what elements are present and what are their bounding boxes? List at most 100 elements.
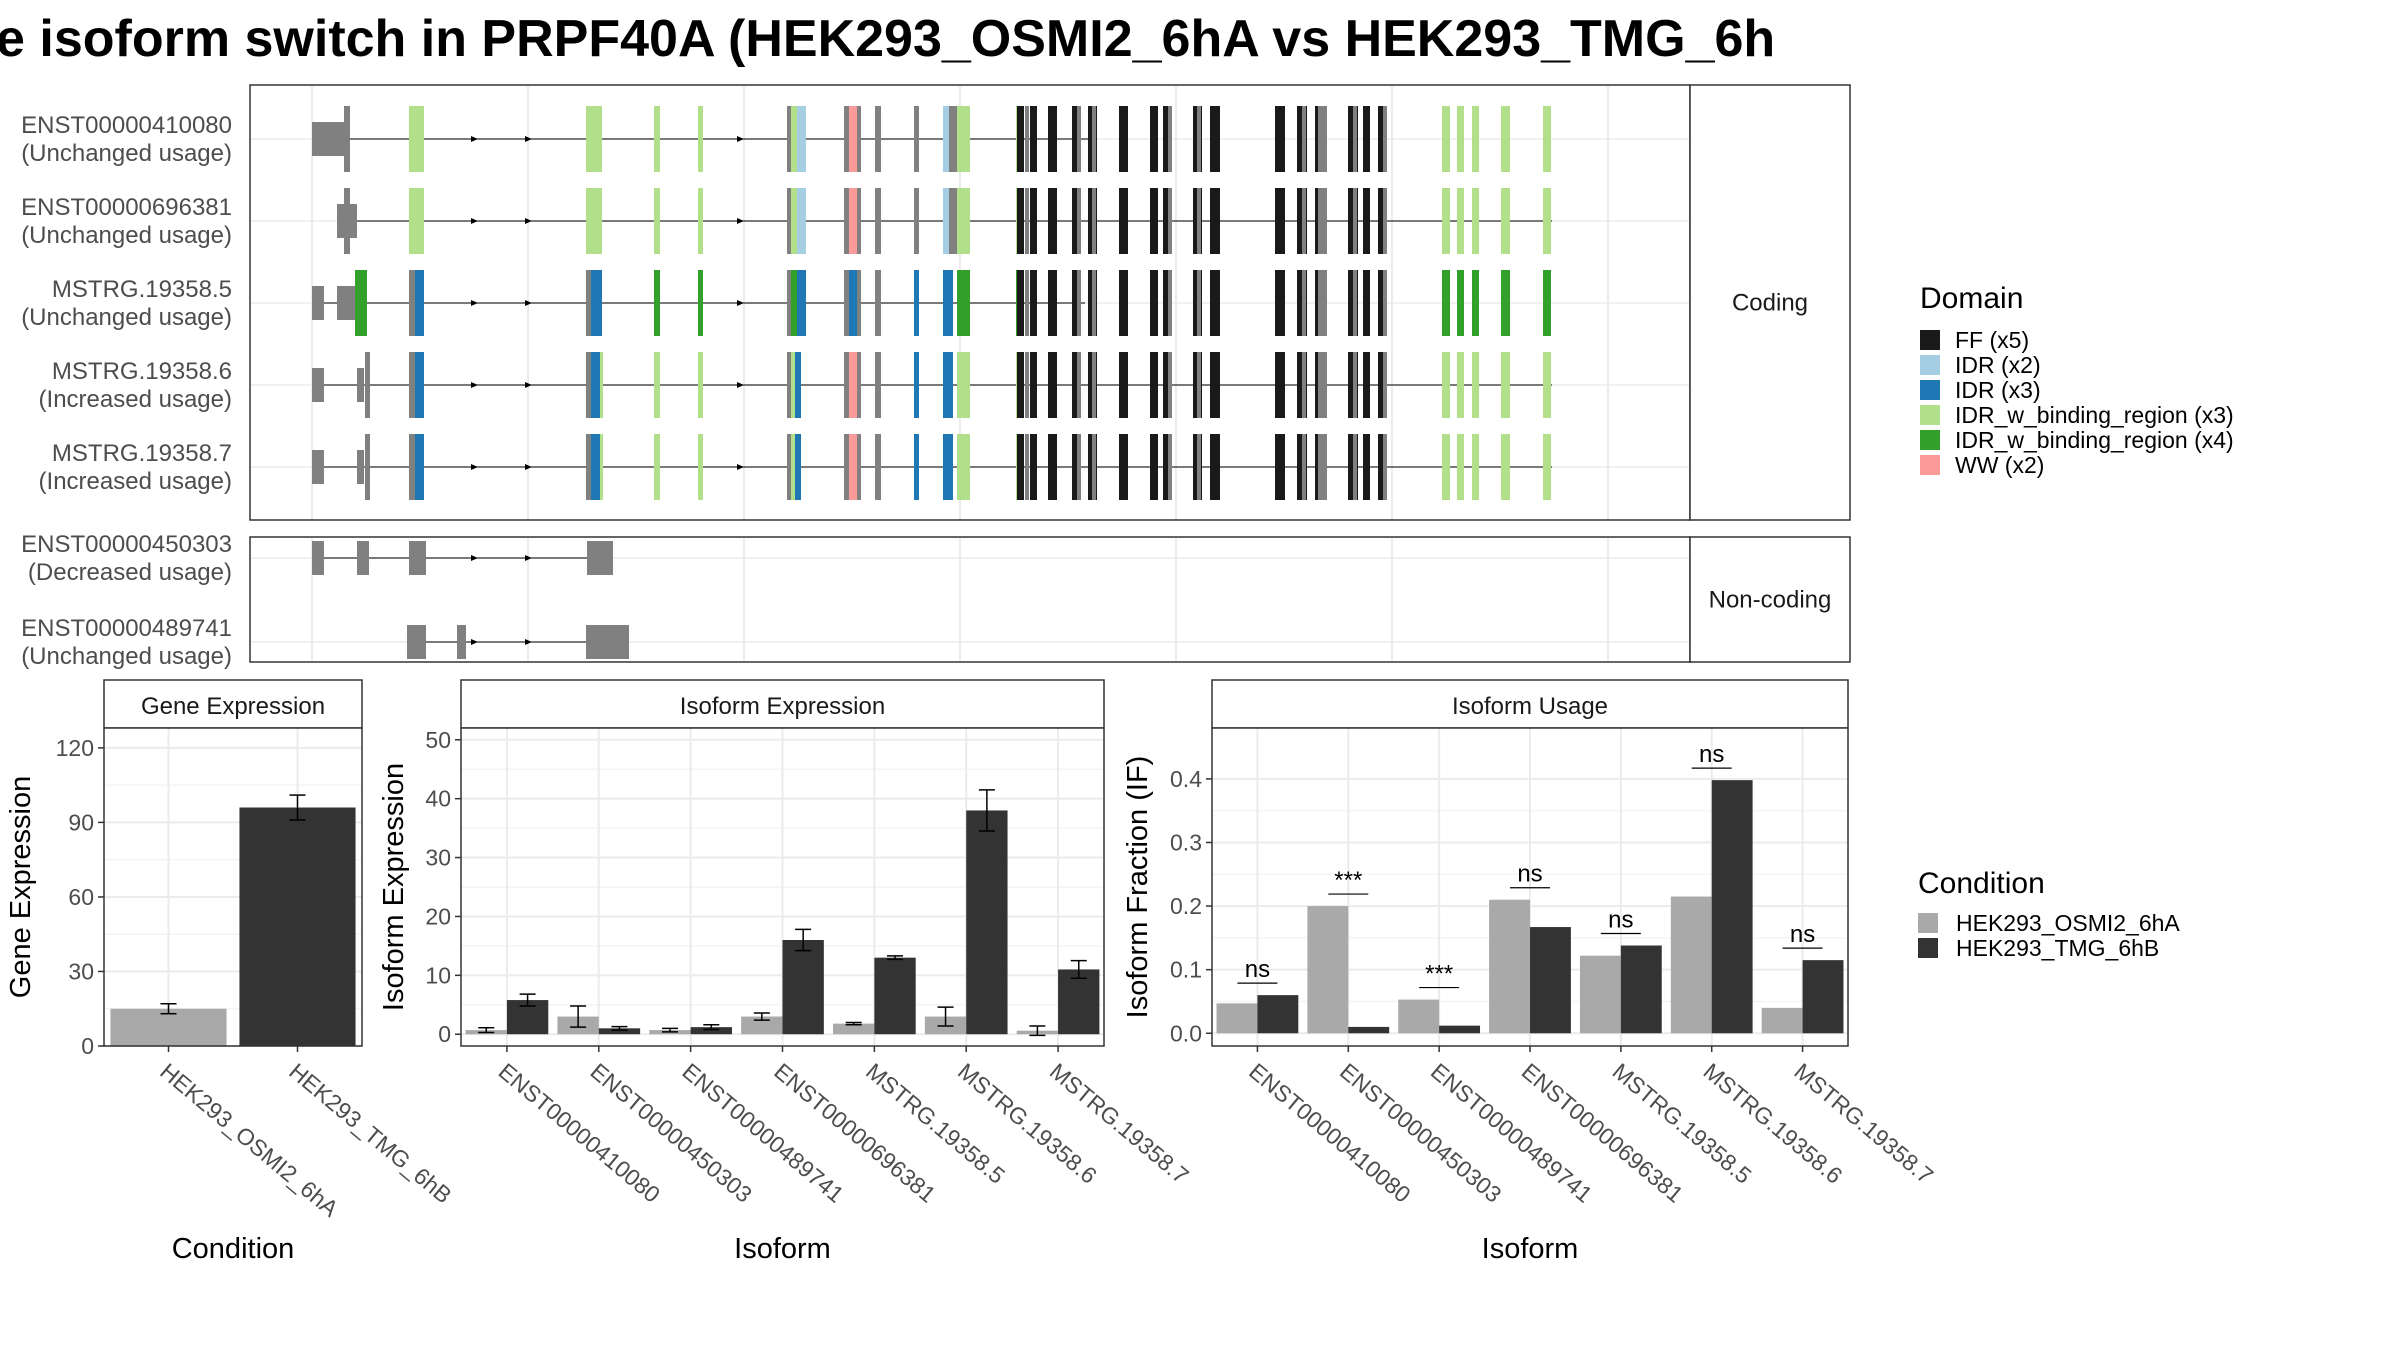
- domain-block-ff: [1378, 188, 1387, 254]
- domain-block-idrbind_a: [957, 434, 970, 500]
- direction-arrow: [471, 464, 478, 470]
- domain-block-idrbind_a: [1457, 434, 1464, 500]
- direction-arrow: [525, 300, 532, 306]
- domain-block-ff: [1048, 352, 1057, 418]
- significance-label: ns: [1517, 861, 1542, 888]
- domain-block-idr_b: [591, 434, 600, 500]
- transcript-id-label: MSTRG.19358.5: [52, 276, 232, 303]
- direction-arrow: [525, 639, 532, 645]
- bar: [874, 957, 916, 1035]
- transcript-id-label: ENST00000489741: [21, 615, 232, 642]
- domain-legend-swatch: [1920, 330, 1940, 350]
- noncoding-exon: [357, 541, 369, 575]
- domain-block-ff: [1210, 434, 1220, 500]
- domain-block-idrbind_a: [791, 352, 795, 418]
- utr5-exon: [337, 286, 355, 320]
- x-tick-label: ENST00000450303: [586, 1058, 758, 1208]
- cds-exon: [787, 270, 791, 336]
- chart-strip: [103, 679, 363, 729]
- domain-block-idrbind_a: [1472, 106, 1479, 172]
- direction-arrow: [471, 555, 478, 561]
- domain-block-ff: [1048, 106, 1057, 172]
- direction-arrow: [525, 382, 532, 388]
- domain-block-idrbind_b: [698, 270, 703, 336]
- domain-legend-label: FF (x5): [1955, 327, 2029, 353]
- x-axis-title: Condition: [172, 1233, 295, 1265]
- bar: [741, 1016, 783, 1035]
- domain-block-idrbind_a: [1543, 106, 1551, 172]
- domain-block-ff: [1072, 106, 1081, 172]
- y-tick-label: 120: [56, 735, 94, 761]
- utr5-exon: [357, 450, 364, 484]
- cds-exon: [857, 352, 861, 418]
- domain-block-ff: [1150, 352, 1158, 418]
- cds-exon: [1025, 270, 1029, 336]
- direction-arrow: [471, 300, 478, 306]
- domain-block-idr_a: [943, 106, 949, 172]
- domain-block-idr_b: [415, 270, 424, 336]
- domain-block-idrbind_a: [1501, 434, 1510, 500]
- transcript-MSTRG.19358.6: MSTRG.19358.6(Increased usage): [39, 352, 1552, 418]
- cds-exon: [1353, 106, 1357, 172]
- cds-exon: [1302, 434, 1306, 500]
- cds-exon: [1302, 270, 1306, 336]
- cds-exon: [586, 434, 591, 500]
- cds-exon: [365, 352, 370, 418]
- y-axis-title: Isoform Expression: [378, 763, 410, 1011]
- isoform-expression-chart: Isoform Expression 0 10 20 30 40 50 ENST0000041…: [378, 679, 1194, 1265]
- domain-block-idrbind_a: [409, 106, 424, 172]
- x-tick-label: ENST00000696381: [1517, 1058, 1689, 1208]
- bar: [1257, 995, 1299, 1034]
- domain-block-idrbind_a: [654, 352, 660, 418]
- x-tick-label: ENST00000410080: [1244, 1058, 1416, 1208]
- cds-exon: [1302, 352, 1306, 418]
- domain-block-ww: [849, 434, 857, 500]
- cds-exon: [586, 352, 591, 418]
- domain-block-ff: [1163, 106, 1172, 172]
- cds-exon: [1383, 270, 1387, 336]
- domain-block-idr_b: [914, 270, 919, 336]
- cds-exon: [1302, 188, 1306, 254]
- cds-exon: [787, 434, 791, 500]
- direction-arrow: [525, 555, 532, 561]
- domain-block-idrbind_b: [1472, 270, 1479, 336]
- bar: [1439, 1025, 1481, 1034]
- domain-legend-label: IDR (x3): [1955, 377, 2041, 403]
- domain-block-ww: [849, 188, 857, 254]
- cds-exon: [1197, 352, 1201, 418]
- y-tick-label: 30: [425, 845, 451, 871]
- domain-block-idr_b: [795, 434, 801, 500]
- domain-block-ff: [1275, 352, 1285, 418]
- y-axis-title: Gene Expression: [5, 776, 37, 998]
- significance-label: ns: [1699, 741, 1724, 768]
- domain-block-ff: [1275, 106, 1285, 172]
- domain-block-ff: [1030, 352, 1037, 418]
- transcript-ENST00000410080: ENST00000410080(Unchanged usage): [21, 106, 1551, 172]
- cds-exon: [1353, 270, 1357, 336]
- isoform-usage-chart: Isoform Usage ns *** *** ns ns ns ns 0.0 0.1 0.2 0.…: [1122, 679, 1938, 1265]
- x-tick-label: ENST00000696381: [769, 1058, 941, 1208]
- domain-block-idr_b: [415, 352, 424, 418]
- domain-block-ff: [1017, 106, 1024, 172]
- x-tick-label: ENST00000410080: [494, 1058, 666, 1208]
- domain-block-idr_b: [591, 352, 600, 418]
- domain-legend-swatch: [1920, 430, 1940, 450]
- y-tick-label: 60: [68, 884, 94, 910]
- cds-exon: [857, 434, 861, 500]
- direction-arrow: [525, 464, 532, 470]
- bar: [782, 940, 824, 1035]
- domain-block-ff: [1363, 270, 1370, 336]
- cds-exon: [857, 270, 861, 336]
- transcript-id-label: ENST00000450303: [21, 531, 232, 558]
- cds-exon: [875, 352, 881, 418]
- domain-legend-label: IDR (x2): [1955, 352, 2041, 378]
- bar: [833, 1023, 875, 1035]
- cds-exon: [1318, 188, 1327, 254]
- bar: [966, 810, 1008, 1035]
- y-tick-label: 0.2: [1170, 893, 1202, 919]
- domain-block-idrbind_b: [1457, 270, 1464, 336]
- cds-exon: [1025, 352, 1029, 418]
- chart-title: Gene Expression: [141, 693, 325, 720]
- domain-legend-swatch: [1920, 405, 1940, 425]
